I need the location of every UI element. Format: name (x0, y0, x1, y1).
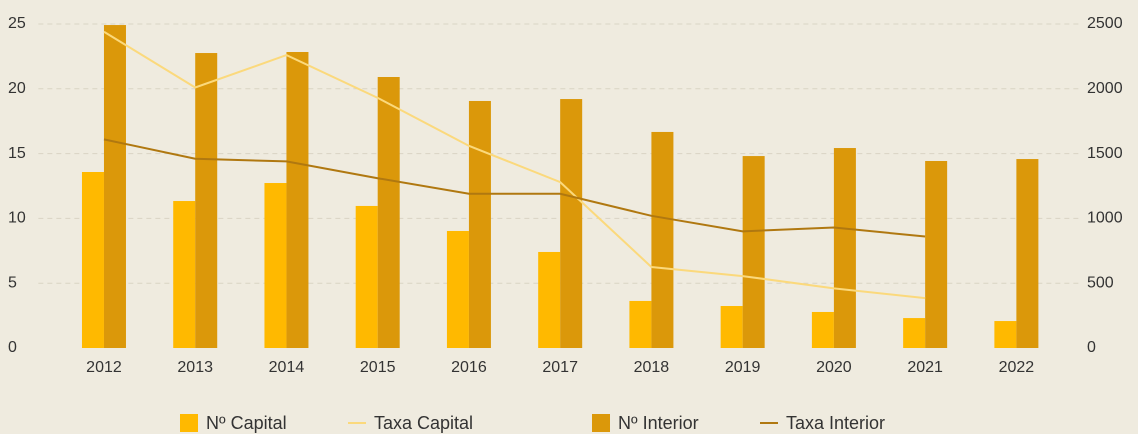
bar (286, 51, 309, 349)
y2-tick-label: 2000 (1087, 80, 1123, 97)
line (103, 30, 926, 300)
bar (446, 230, 469, 348)
x-tick-label: 2019 (725, 359, 761, 376)
bar (377, 77, 400, 348)
x-tick-label: 2012 (86, 359, 122, 376)
legend-label: Nº Interior (618, 413, 699, 433)
bar (195, 53, 218, 349)
y2-tick-label: 500 (1087, 274, 1114, 291)
legend-swatch (592, 414, 610, 432)
x-tick-label: 2016 (451, 359, 487, 376)
bar (560, 99, 583, 349)
y-tick-label: 25 (8, 15, 26, 32)
bar (720, 306, 743, 348)
bar (468, 100, 491, 349)
y-tick-label: 10 (8, 210, 26, 227)
bar (811, 311, 834, 348)
bar (538, 251, 561, 348)
bar (925, 160, 948, 348)
legend-label: Taxa Capital (374, 413, 473, 433)
bar (81, 172, 104, 348)
bar (994, 321, 1017, 348)
x-tick-label: 2022 (999, 359, 1035, 376)
legend-swatch (180, 414, 198, 432)
y-tick-label: 20 (8, 80, 26, 97)
y2-tick-label: 0 (1087, 339, 1096, 356)
x-tick-label: 2013 (177, 359, 213, 376)
x-tick-label: 2015 (360, 359, 396, 376)
x-tick-label: 2014 (269, 359, 305, 376)
y-tick-label: 5 (8, 274, 17, 291)
bar (264, 183, 287, 348)
y2-tick-label: 1500 (1087, 145, 1123, 162)
y2-tick-label: 2500 (1087, 15, 1123, 32)
bar (173, 201, 196, 348)
bar (833, 148, 856, 348)
bar (651, 131, 674, 348)
x-tick-label: 2021 (907, 359, 943, 376)
bar (355, 205, 378, 348)
y-tick-label: 15 (8, 145, 26, 162)
y2-tick-label: 1000 (1087, 210, 1123, 227)
legend-label: Nº Capital (206, 413, 287, 433)
legend-label: Taxa Interior (786, 413, 885, 433)
bar (103, 25, 126, 348)
bar (903, 318, 926, 348)
x-tick-label: 2017 (542, 359, 578, 376)
y-tick-label: 0 (8, 339, 17, 356)
bar (1016, 159, 1039, 348)
line (103, 138, 926, 238)
x-tick-label: 2020 (816, 359, 852, 376)
bar (629, 300, 652, 348)
x-tick-label: 2018 (634, 359, 670, 376)
bar (742, 156, 765, 348)
